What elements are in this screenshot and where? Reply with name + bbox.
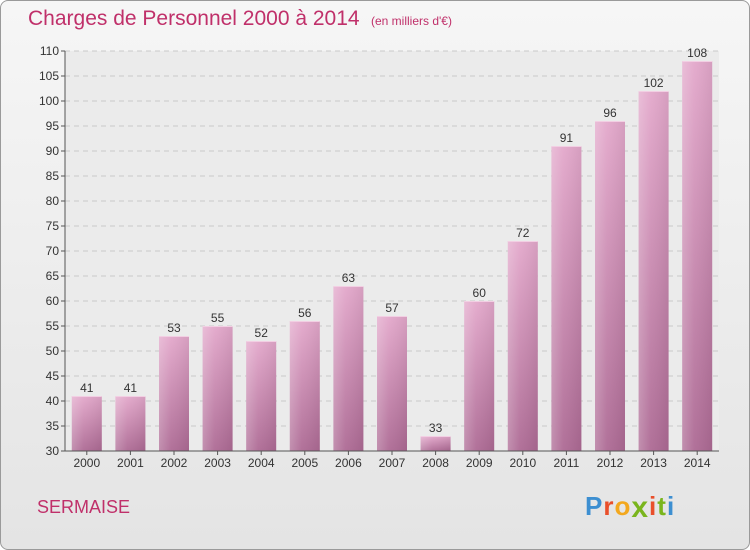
data-label: 60 [473,286,487,300]
bar-sheen [159,336,189,451]
x-tick-label: 2013 [640,456,667,470]
data-label: 33 [429,421,443,435]
data-label: 53 [167,321,181,335]
y-tick-label: 55 [46,319,60,333]
bar-sheen [464,301,495,451]
y-tick-label: 95 [46,119,60,133]
x-tick-label: 2004 [248,456,275,470]
y-tick-label: 40 [46,394,60,408]
x-tick-label: 2001 [117,456,144,470]
y-tick-label: 45 [46,369,60,383]
logo-letter: t [657,491,667,521]
bar-sheen [420,436,451,451]
logo-letter: o [614,491,632,521]
bar-sheen [638,91,669,451]
logo-letter: i [666,491,676,521]
logo-letter: P [585,491,604,521]
data-label: 57 [385,301,399,315]
y-tick-label: 110 [40,44,59,58]
x-tick-label: 2008 [422,456,449,470]
y-tick-label: 70 [46,244,60,258]
x-tick-label: 2002 [161,456,188,470]
x-tick-label: 2014 [684,456,711,470]
x-tick-label: 2003 [204,456,231,470]
bar-sheen [246,341,277,451]
x-tick-label: 2000 [73,456,100,470]
data-label: 56 [298,306,312,320]
data-label: 41 [124,381,138,395]
bar-sheen [333,286,364,451]
y-tick-label: 80 [46,194,60,208]
y-tick-label: 50 [46,344,60,358]
bar-sheen [682,61,713,451]
y-tick-label: 85 [46,169,60,183]
bar-sheen [507,241,538,451]
x-tick-label: 2012 [597,456,624,470]
x-tick-label: 2010 [509,456,536,470]
x-tick-label: 2011 [553,456,579,470]
chart-subtitle: (en milliers d'€) [371,14,452,28]
logo-letter: x [631,491,650,524]
data-label: 52 [255,326,269,340]
y-tick-label: 65 [46,269,60,283]
bar-sheen [595,121,625,451]
data-label: 108 [687,46,707,60]
bar-sheen [289,321,320,451]
logo-letter: r [603,491,615,521]
data-label: 91 [560,131,574,145]
x-tick-label: 2006 [335,456,362,470]
data-label: 41 [80,381,94,395]
commune-name: SERMAISE [37,497,131,517]
data-label: 102 [644,76,664,90]
y-tick-label: 105 [39,69,59,83]
x-tick-label: 2007 [379,456,406,470]
bar-sheen [202,326,233,451]
proxiti-logo: Proxiti [585,489,676,524]
x-tick-label: 2009 [466,456,493,470]
data-label: 72 [516,226,530,240]
bar-sheen [551,146,582,451]
data-label: 63 [342,271,356,285]
y-tick-label: 100 [39,94,59,108]
data-label: 96 [603,106,617,120]
y-tick-label: 35 [46,419,60,433]
chart-title: Charges de Personnel 2000 à 2014 [28,7,360,30]
y-tick-label: 75 [46,219,60,233]
data-label: 55 [211,311,225,325]
bar-sheen [377,316,407,451]
bar-sheen [115,396,146,451]
x-tick-label: 2005 [291,456,318,470]
logo-letter: i [649,491,658,521]
y-tick-label: 90 [46,144,60,158]
bar-sheen [71,396,102,451]
y-tick-label: 30 [46,444,60,458]
y-tick-label: 60 [46,294,60,308]
